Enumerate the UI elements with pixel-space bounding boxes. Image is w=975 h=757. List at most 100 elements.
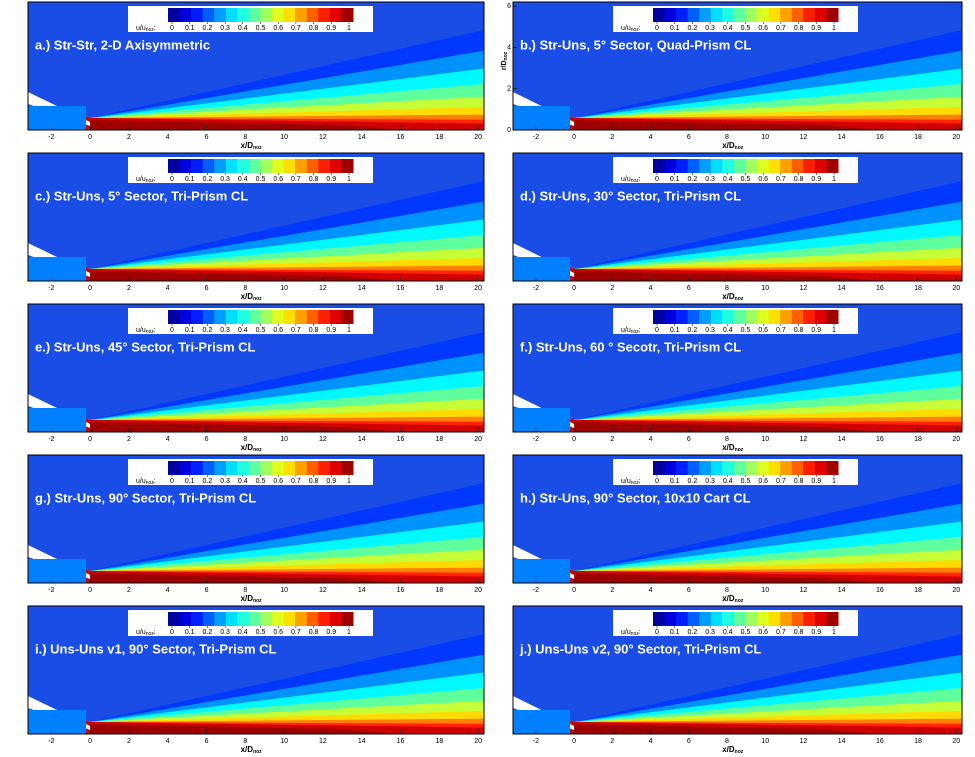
- x-tick-label: 18: [914, 587, 922, 594]
- colorbar-tick-label: 0.1: [670, 629, 680, 636]
- colorbar-tick-label: 0.6: [273, 327, 283, 334]
- x-tick-label: 12: [800, 587, 808, 594]
- colorbar-label: u/unoz:: [136, 176, 156, 184]
- inner-flow: [28, 710, 87, 734]
- colorbar-tick-label: 0.3: [705, 629, 715, 636]
- plot-area: [28, 455, 484, 583]
- frame: [27, 605, 485, 735]
- colorbar-cell: [768, 159, 781, 173]
- frame: [27, 1, 485, 131]
- colorbar-tick-label: 0.2: [688, 327, 698, 334]
- colorbar-cell: [272, 461, 285, 475]
- panel-label: h.) Str-Uns, 90° Sector, 10x10 Cart CL: [520, 490, 751, 505]
- x-axis-label-sub: noz: [735, 598, 744, 604]
- colorbar-tick-label: 0.3: [220, 629, 230, 636]
- colorbar-cell: [664, 461, 677, 475]
- colorbar-tick-label: 0.5: [256, 327, 266, 334]
- x-axis-label-main: x/D: [722, 594, 735, 603]
- x-tick-label: 18: [435, 587, 443, 594]
- colorbar-tick-label: 0.6: [273, 629, 283, 636]
- x-tick-label: 8: [243, 134, 247, 141]
- colorbar-cell: [664, 8, 677, 22]
- colorbar: u/unoz: 0 0.1 0.2 0.3 0.4 0.5 0.6 0.7 0.8 0.9 1: [613, 610, 858, 637]
- colorbar-cell: [722, 8, 735, 22]
- colorbar-cell: [791, 310, 804, 324]
- panel: u/unoz: 0 0.1 0.2 0.3 0.4 0.5 0.6 0.7 0.8 0.9 1e.) …: [27, 303, 485, 453]
- colorbar-tick-label: 0.6: [273, 176, 283, 183]
- colorbar-cell: [272, 612, 285, 626]
- x-tick-label: 8: [725, 436, 729, 443]
- colorbar-tick-label: 0.8: [794, 25, 804, 32]
- colorbar-label: u/unoz:: [621, 25, 641, 33]
- colorbar-cell: [260, 159, 273, 173]
- x-tick-label: 6: [205, 587, 209, 594]
- x-tick-label: 14: [358, 738, 366, 745]
- colorbar-cell: [710, 8, 723, 22]
- colorbar-cell: [745, 612, 758, 626]
- colorbar-cell: [826, 612, 839, 626]
- colorbar-tick-label: 0.6: [758, 176, 768, 183]
- colorbar-tick-label: 0.1: [670, 478, 680, 485]
- colorbar-tick-label: 0.8: [309, 176, 319, 183]
- colorbar-label-end: :: [639, 629, 641, 636]
- colorbar-tick-label: 0.8: [309, 478, 319, 485]
- colorbar-cell: [260, 310, 273, 324]
- x-axis-label-main: x/D: [241, 443, 254, 452]
- colorbar-tick-label: 0.7: [776, 176, 786, 183]
- colorbar-cell: [179, 612, 192, 626]
- x-tick-label: 18: [914, 285, 922, 292]
- colorbar-cell: [780, 8, 793, 22]
- colorbar-cell: [329, 310, 342, 324]
- colorbar-tick-label: 0: [170, 327, 174, 334]
- colorbar-cell: [179, 159, 192, 173]
- x-tick-label: 14: [358, 134, 366, 141]
- colorbar-label-main: u/u: [136, 629, 146, 636]
- x-tick-label: 8: [725, 587, 729, 594]
- colorbar-cell: [237, 310, 250, 324]
- x-tick-label: 0: [572, 436, 576, 443]
- x-axis-label: x/Dnoz: [241, 443, 263, 453]
- x-tick-label: 4: [166, 436, 170, 443]
- panel-label: f.) Str-Uns, 60 ° Secotr, Tri-Prism CL: [520, 339, 741, 354]
- x-axis-label: x/Dnoz: [241, 594, 263, 604]
- colorbar-tick-label: 0: [655, 176, 659, 183]
- colorbar-cell: [699, 310, 712, 324]
- colorbar-tick-label: 0.9: [326, 25, 336, 32]
- x-tick-label: 20: [952, 134, 960, 141]
- x-tick-label: 8: [243, 587, 247, 594]
- colorbar-cell: [260, 461, 273, 475]
- colorbar-cell: [214, 310, 227, 324]
- x-tick-label: 18: [435, 738, 443, 745]
- colorbar-cell: [225, 461, 238, 475]
- colorbar-tick-label: 0.5: [741, 629, 751, 636]
- frame: [512, 303, 963, 433]
- x-tick-label: 14: [838, 587, 846, 594]
- colorbar-tick-label: 0.2: [203, 25, 213, 32]
- colorbar-label-end: :: [639, 478, 641, 485]
- x-tick-label: 14: [838, 285, 846, 292]
- x-axis-label-sub: noz: [253, 598, 262, 604]
- colorbar-cell: [745, 461, 758, 475]
- colorbar-tick-label: 0.4: [723, 478, 733, 485]
- colorbar-cell: [168, 8, 181, 22]
- colorbar-label-sub: noz: [146, 329, 155, 335]
- colorbar-cell: [710, 461, 723, 475]
- colorbar-tick-label: 0.1: [185, 176, 195, 183]
- x-tick-label: 4: [166, 738, 170, 745]
- x-tick-label: 6: [687, 738, 691, 745]
- colorbar-cell: [329, 159, 342, 173]
- colorbar-cell: [168, 612, 181, 626]
- x-tick-label: 0: [572, 738, 576, 745]
- x-tick-label: 20: [474, 436, 482, 443]
- colorbar-tick-label: 0.6: [758, 478, 768, 485]
- x-tick-label: 16: [397, 134, 405, 141]
- colorbar-cell: [283, 8, 296, 22]
- colorbar-cell: [191, 461, 204, 475]
- x-tick-label: 10: [761, 738, 769, 745]
- panel-label: b.) Str-Uns, 5° Sector, Quad-Prism CL: [520, 37, 751, 52]
- colorbar-tick-label: 0.4: [238, 478, 248, 485]
- colorbar-cell: [757, 461, 770, 475]
- colorbar-cell: [283, 310, 296, 324]
- colorbar-label-sub: noz: [631, 480, 640, 486]
- x-axis-label-sub: noz: [253, 749, 262, 755]
